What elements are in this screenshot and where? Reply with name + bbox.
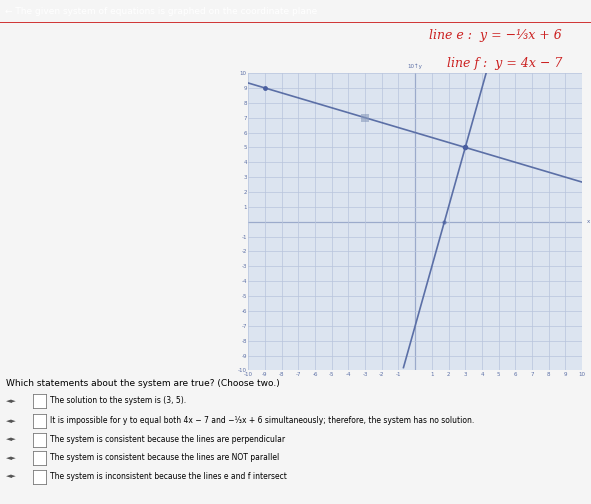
Text: ◄►: ◄► [6, 455, 17, 461]
Text: ◄►: ◄► [6, 473, 17, 479]
Text: The system is consistent because the lines are NOT parallel: The system is consistent because the lin… [50, 453, 280, 462]
Text: ← The given system of equations is graphed on the coordinate plane: ← The given system of equations is graph… [5, 7, 317, 16]
Text: Which statements about the system are true? (Choose two.): Which statements about the system are tr… [6, 379, 280, 388]
Text: The system is consistent because the lines are perpendicular: The system is consistent because the lin… [50, 435, 285, 444]
Text: 10↑y: 10↑y [408, 63, 423, 69]
Text: ◄►: ◄► [6, 418, 17, 424]
Text: The solution to the system is (3, 5).: The solution to the system is (3, 5). [50, 396, 186, 405]
Text: ◄►: ◄► [6, 398, 17, 404]
Text: x: x [587, 219, 590, 224]
Text: The system is inconsistent because the lines e and f intersect: The system is inconsistent because the l… [50, 472, 287, 481]
Text: ◄►: ◄► [6, 436, 17, 443]
Text: It is impossible for y to equal both 4x − 7 and −⅓x + 6 simultaneously; therefor: It is impossible for y to equal both 4x … [50, 416, 475, 425]
Text: line f :  y = 4x − 7: line f : y = 4x − 7 [447, 56, 562, 70]
Text: line e :  y = −⅓x + 6: line e : y = −⅓x + 6 [429, 29, 562, 42]
